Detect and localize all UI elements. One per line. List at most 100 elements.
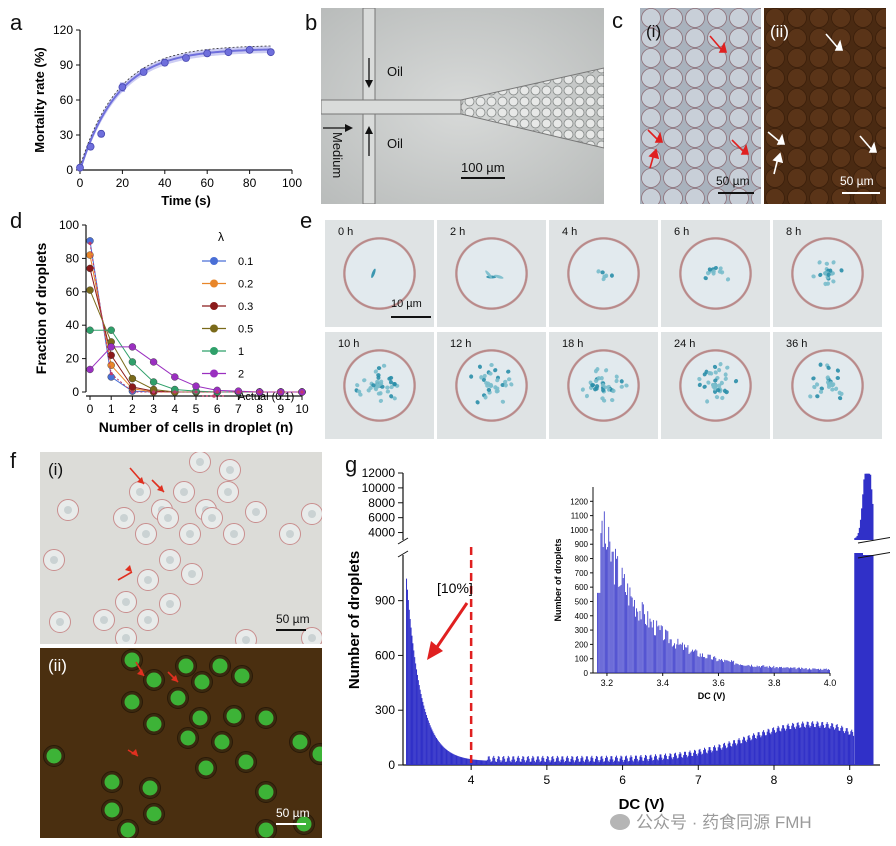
bacterium xyxy=(599,375,604,381)
histogram-bar xyxy=(856,553,859,765)
inset-bar xyxy=(697,656,699,673)
histogram-bar xyxy=(413,650,415,765)
histogram-bar xyxy=(823,725,825,765)
legend-label: 2 xyxy=(238,369,244,381)
inset-y-tick-label: 200 xyxy=(575,640,589,649)
inset-bar xyxy=(615,548,616,673)
inset-bar xyxy=(768,665,770,673)
axis-break-gap xyxy=(863,540,890,555)
x-tick-label: 40 xyxy=(158,176,172,190)
histogram-bar xyxy=(569,761,571,765)
bacterium xyxy=(355,383,360,388)
inset-bar xyxy=(698,656,700,673)
histogram-bar xyxy=(749,737,751,765)
histogram-bar xyxy=(406,578,408,765)
histogram-bar xyxy=(608,761,610,765)
droplets-bright xyxy=(43,452,322,644)
histogram-bar xyxy=(452,753,454,765)
histogram-bar xyxy=(485,760,487,765)
histogram-bar xyxy=(520,761,522,765)
bacterium xyxy=(713,389,718,394)
histogram-bar xyxy=(863,553,866,765)
inset-bar xyxy=(665,629,667,673)
bacterium xyxy=(811,376,816,381)
bacterium xyxy=(830,387,835,392)
scale-label-c-ii: 50 µm xyxy=(840,174,874,188)
histogram-bar xyxy=(491,761,493,765)
histogram-bar xyxy=(822,721,824,765)
histogram-bar xyxy=(805,724,807,765)
histogram-bar xyxy=(601,755,603,765)
bacterium xyxy=(376,366,382,371)
bacterium xyxy=(593,387,598,392)
histogram-bar xyxy=(715,750,717,765)
histogram-bar xyxy=(668,756,670,765)
histogram-bar xyxy=(574,762,576,765)
histogram-bar xyxy=(736,743,738,765)
y-tick-label: 8000 xyxy=(368,496,395,510)
cell-cluster xyxy=(286,530,294,538)
cell-cluster xyxy=(186,530,194,538)
cell-cluster xyxy=(166,556,174,564)
cell-cluster xyxy=(100,616,108,624)
inset-bar xyxy=(619,586,621,673)
inset-bar xyxy=(661,626,663,673)
histogram-bar xyxy=(774,730,775,765)
inset-bar xyxy=(657,626,659,673)
inset-bar xyxy=(677,638,679,673)
fit-confidence-band xyxy=(80,45,271,170)
data-point xyxy=(203,49,212,58)
histogram-bar xyxy=(716,750,718,765)
x-tick-label: 1 xyxy=(108,402,115,416)
legend-label: 0.5 xyxy=(238,324,253,336)
histogram-bar xyxy=(530,761,532,765)
histogram-bar xyxy=(499,760,501,765)
histogram-bar xyxy=(581,755,583,765)
fluorescent-cell-cluster xyxy=(226,708,242,724)
fluorescent-cell-cluster xyxy=(198,760,214,776)
histogram-bar xyxy=(428,722,430,765)
histogram-bar xyxy=(546,756,548,765)
histogram-bar xyxy=(527,756,529,765)
histogram-bar xyxy=(519,761,521,765)
sublabel-f-ii: (ii) xyxy=(48,656,67,675)
fluorescent-cell-cluster xyxy=(258,710,274,726)
data-point xyxy=(130,390,134,394)
legend-swatch-marker xyxy=(210,257,218,265)
cell-cluster xyxy=(308,634,316,642)
histogram-bar xyxy=(708,747,710,765)
histogram-bar xyxy=(740,743,742,765)
histogram-bar xyxy=(588,762,590,765)
bacterium xyxy=(388,380,393,385)
inset-bar xyxy=(676,644,678,673)
histogram-bar xyxy=(466,758,468,765)
histogram-bar xyxy=(806,721,808,765)
histogram-bar xyxy=(615,755,617,765)
inset-bar xyxy=(734,664,736,673)
histogram-bar xyxy=(776,728,778,765)
cell-cluster xyxy=(230,530,238,538)
histogram-bar xyxy=(545,758,547,765)
histogram-bar xyxy=(585,756,587,765)
histogram-bar xyxy=(812,721,814,765)
bacterium xyxy=(479,375,484,380)
y-tick-label: 12000 xyxy=(362,466,396,480)
red-arrowhead xyxy=(125,565,132,572)
legend-swatch-marker xyxy=(212,394,216,398)
legend-label: Actual (0.1) xyxy=(238,391,294,403)
histogram-bar xyxy=(680,753,682,765)
histogram-bar xyxy=(442,746,444,765)
histogram-bar xyxy=(759,735,761,765)
histogram-bar xyxy=(525,760,527,765)
histogram-bar xyxy=(833,727,835,765)
legend-label: 0.2 xyxy=(238,279,253,291)
histogram-bar xyxy=(494,757,496,765)
histogram-bar xyxy=(743,736,745,765)
micrograph-b: Oil Oil Medium 100 µm xyxy=(321,8,604,204)
histogram-bar xyxy=(535,762,537,765)
histogram-bar xyxy=(475,759,477,765)
y-tick-label: 100 xyxy=(59,218,79,232)
annotation-label: [10%] xyxy=(437,580,473,596)
panel-label-c: c xyxy=(612,8,623,33)
histogram-bar xyxy=(486,759,488,765)
